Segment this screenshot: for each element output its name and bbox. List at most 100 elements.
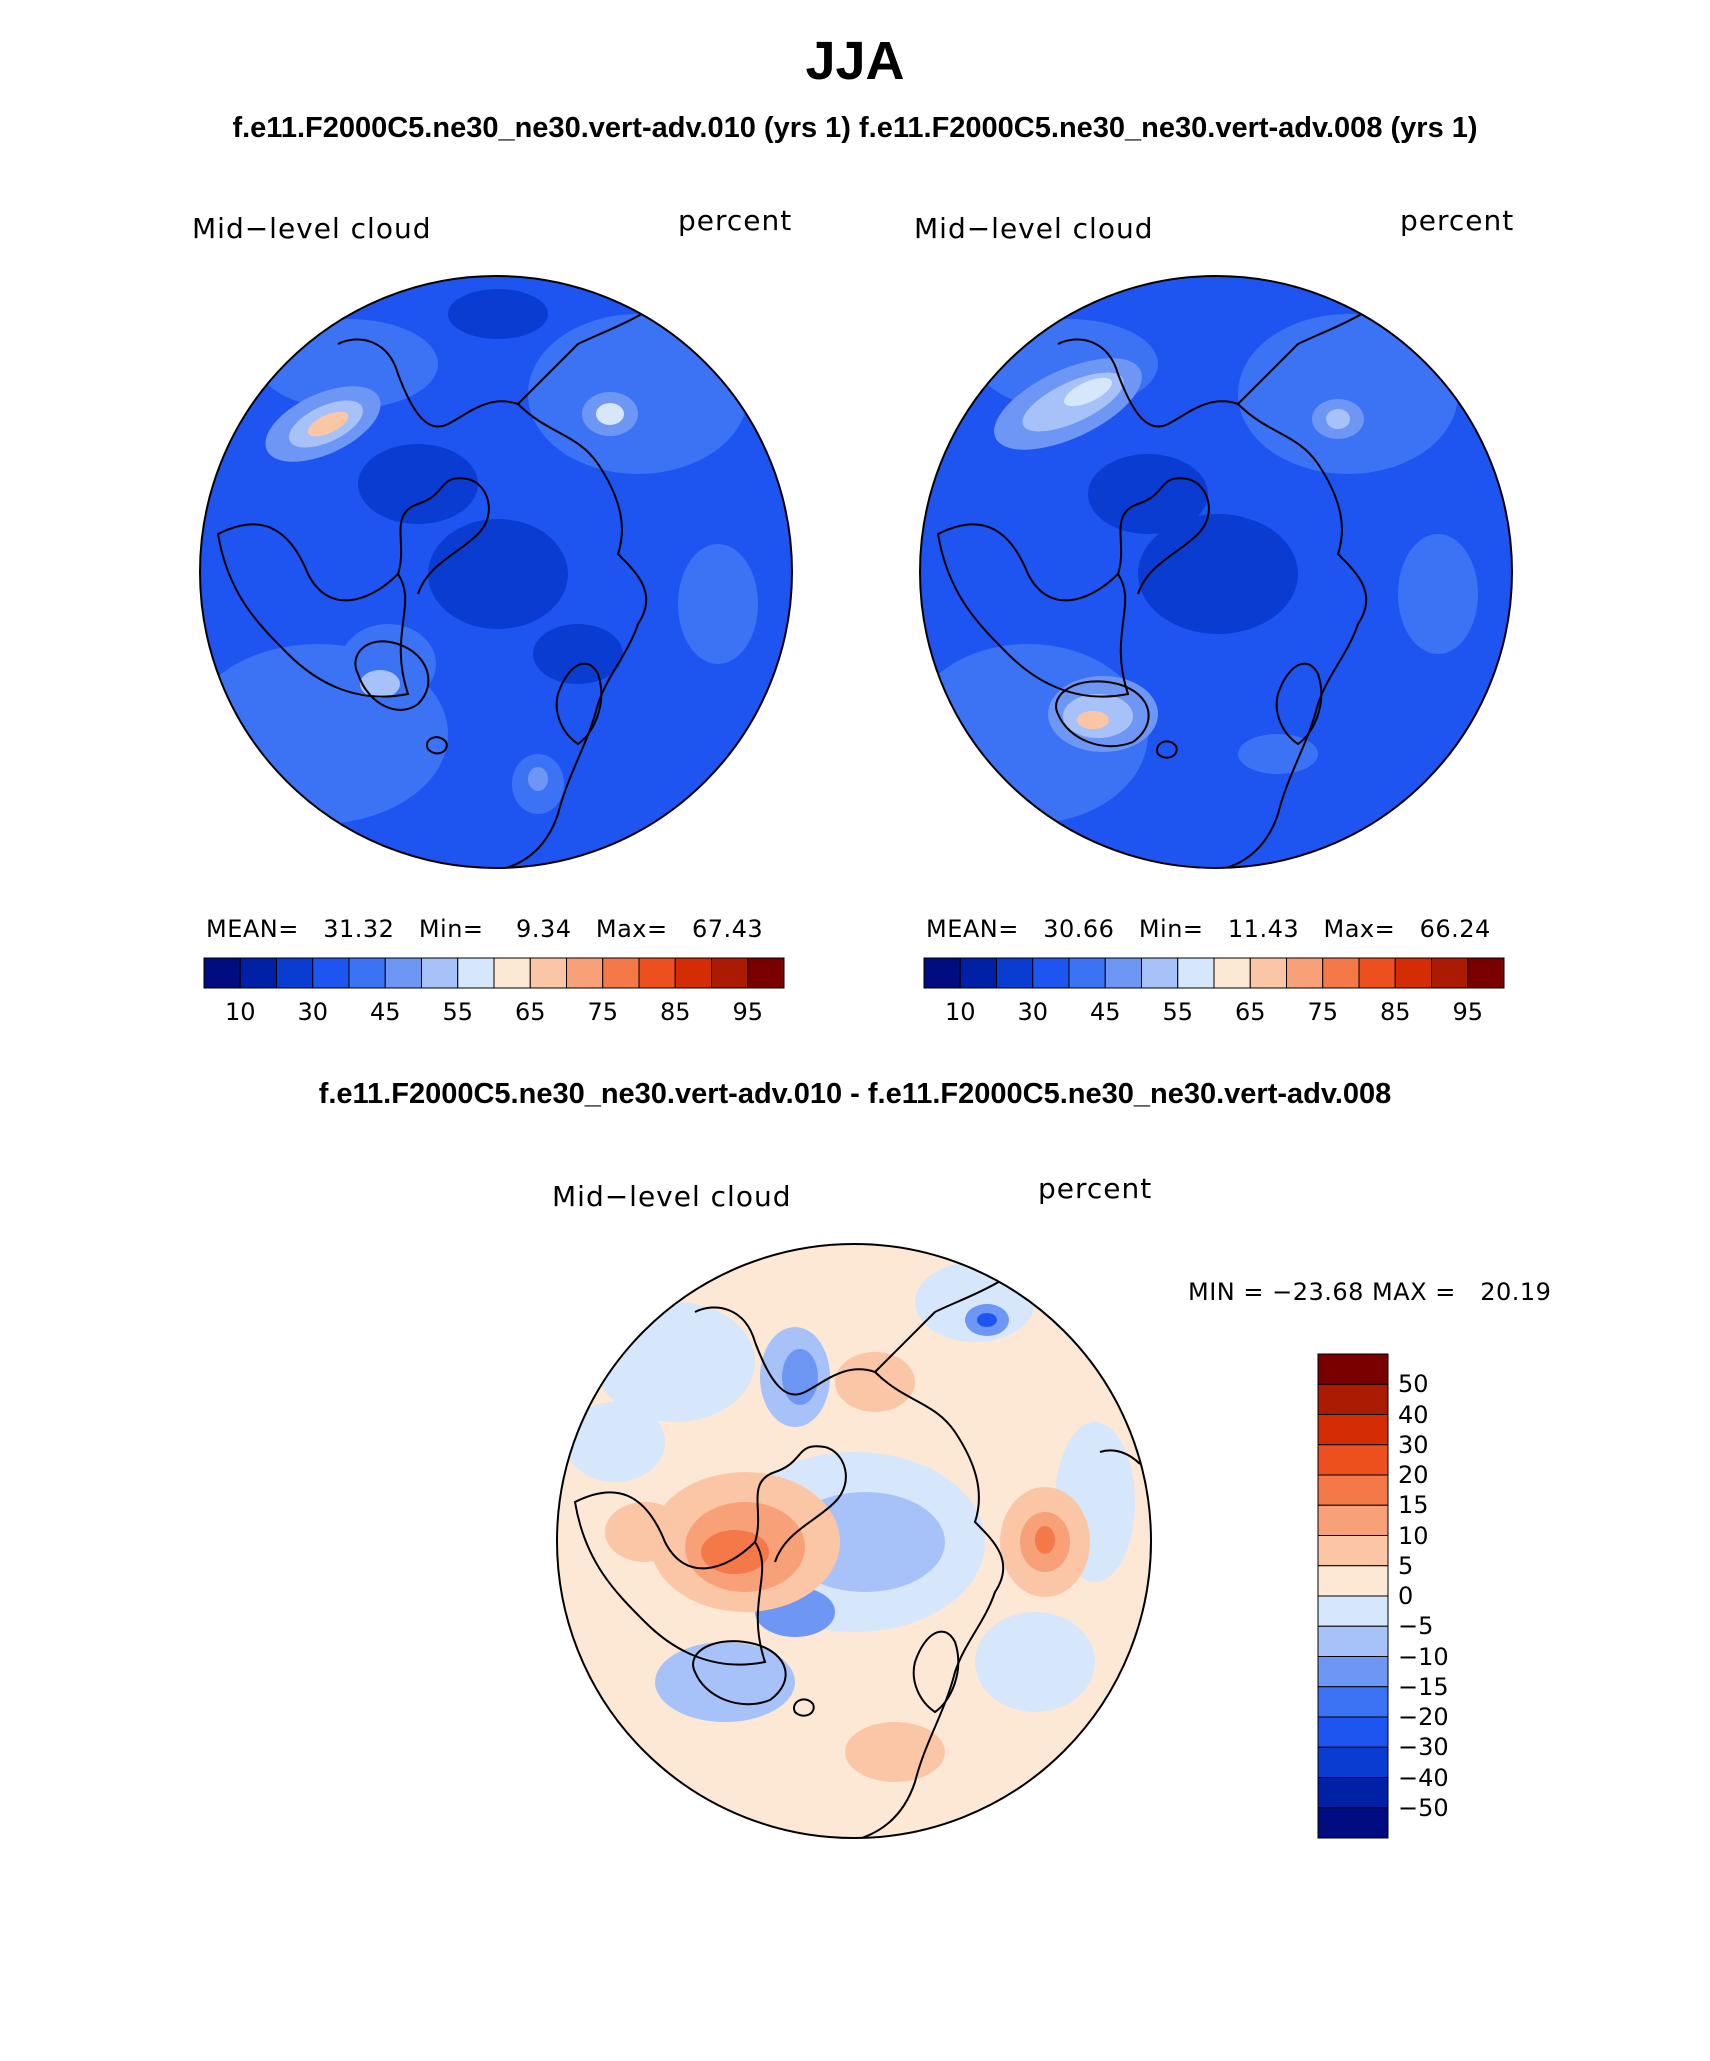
colorbar-tick-label: 85	[1379, 998, 1411, 1026]
colorbar-tick-label: 75	[587, 998, 619, 1026]
colorbar-tick-label: 45	[1089, 998, 1121, 1026]
colorbar-tick-label: −30	[1398, 1733, 1449, 1762]
panel2-polar-map	[919, 275, 1513, 869]
colorbar-box	[1317, 1777, 1389, 1809]
colorbar-box	[1068, 957, 1106, 989]
colorbar-box	[276, 957, 314, 989]
colorbar-tick-label: 55	[1162, 998, 1194, 1026]
diff-units-label: percent	[1038, 1172, 1153, 1205]
figure-title: JJA	[805, 31, 905, 91]
colorbar-tick-label: 30	[297, 998, 329, 1026]
panel1-field	[200, 276, 792, 868]
colorbar-tick-label: 45	[369, 998, 401, 1026]
colorbar-tick-label: 10	[224, 998, 256, 1026]
colorbar-box	[348, 957, 386, 989]
colorbar-box	[1317, 1686, 1389, 1718]
colorbar-box	[1317, 1595, 1389, 1627]
diff-min-max: MIN = −23.68 MAX = 20.19	[1188, 1278, 1552, 1306]
colorbar-box	[312, 957, 350, 989]
colorbar-tick-label: 85	[659, 998, 691, 1026]
colorbar-tick-label: −50	[1398, 1793, 1449, 1822]
colorbar-box	[203, 957, 241, 989]
colorbar-tick-label: 30	[1017, 998, 1049, 1026]
colorbar-box	[1286, 957, 1324, 989]
colorbar-box	[674, 957, 712, 989]
diff-variable-label: Mid−level cloud	[552, 1180, 792, 1213]
colorbar-box	[1358, 957, 1396, 989]
colorbar-box	[457, 957, 495, 989]
colorbar-tick-label: 40	[1398, 1400, 1429, 1429]
colorbar-box	[1249, 957, 1287, 989]
colorbar-box	[1213, 957, 1251, 989]
colorbar-box	[384, 957, 422, 989]
colorbar-box	[1141, 957, 1179, 989]
panel1-polar-map	[199, 275, 793, 869]
difference-title: f.e11.F2000C5.ne30_ne30.vert-adv.010 - f…	[318, 1078, 1392, 1110]
colorbar-box	[1317, 1504, 1389, 1536]
colorbar-tick-label: 65	[1234, 998, 1266, 1026]
colorbar-tick-label: 30	[1398, 1430, 1429, 1459]
colorbar-box	[1317, 1535, 1389, 1567]
colorbar-box	[1394, 957, 1432, 989]
colorbar-tick-label: −5	[1398, 1612, 1434, 1641]
diff-polar-map	[556, 1243, 1152, 1839]
colorbar-tick-label: −20	[1398, 1703, 1449, 1731]
colorbar-box	[996, 957, 1034, 989]
panel2-variable-label: Mid−level cloud	[914, 212, 1154, 245]
colorbar-box	[566, 957, 604, 989]
colorbar-tick-label: −15	[1398, 1672, 1449, 1701]
colorbar-box	[1104, 957, 1142, 989]
panel1-colorbar	[203, 957, 785, 989]
colorbar-box	[421, 957, 459, 989]
colorbar-tick-label: 5	[1398, 1551, 1414, 1580]
colorbar-tick-label: 55	[442, 998, 474, 1026]
colorbar-box	[1317, 1565, 1389, 1597]
colorbar-box	[1032, 957, 1070, 989]
colorbar-tick-label: −10	[1398, 1642, 1449, 1671]
colorbar-box	[1317, 1353, 1389, 1385]
colorbar-box	[1317, 1807, 1389, 1839]
colorbar-box	[638, 957, 676, 989]
colorbar-box	[602, 957, 640, 989]
panel2-field	[920, 276, 1512, 868]
panel2-units-label: percent	[1400, 204, 1515, 237]
colorbar-tick-label: 75	[1307, 998, 1339, 1026]
colorbar-box	[1317, 1383, 1389, 1415]
colorbar-tick-label: −40	[1398, 1763, 1449, 1792]
colorbar-tick-label: 95	[732, 998, 764, 1026]
colorbar-box	[959, 957, 997, 989]
colorbar-box	[747, 957, 785, 989]
colorbar-tick-label: 20	[1398, 1461, 1429, 1489]
colorbar-box	[1177, 957, 1215, 989]
panel1-stats: MEAN= 31.32 Min= 9.34 Max= 67.43	[206, 915, 764, 943]
panel2-stats: MEAN= 30.66 Min= 11.43 Max= 66.24	[926, 915, 1491, 943]
colorbar-box	[1317, 1444, 1389, 1476]
colorbar-box	[923, 957, 961, 989]
colorbar-box	[1317, 1414, 1389, 1446]
colorbar-tick-label: 10	[944, 998, 976, 1026]
colorbar-box	[529, 957, 567, 989]
colorbar-box	[1317, 1625, 1389, 1657]
colorbar-tick-label: 95	[1452, 998, 1484, 1026]
panel1-variable-label: Mid−level cloud	[192, 212, 432, 245]
colorbar-tick-label: 50	[1398, 1370, 1429, 1399]
colorbar-tick-label: 65	[514, 998, 546, 1026]
colorbar-box	[1317, 1656, 1389, 1688]
colorbar-box	[1317, 1474, 1389, 1506]
diff-colorbar	[1317, 1353, 1389, 1839]
colorbar-box	[239, 957, 277, 989]
panel2-colorbar	[923, 957, 1505, 989]
colorbar-box	[493, 957, 531, 989]
diff-field	[557, 1244, 1151, 1838]
panel1-units-label: percent	[678, 204, 793, 237]
colorbar-tick-label: 0	[1398, 1582, 1414, 1610]
colorbar-box	[1322, 957, 1360, 989]
colorbar-box	[711, 957, 749, 989]
figure-subtitle: f.e11.F2000C5.ne30_ne30.vert-adv.010 (yr…	[232, 112, 1478, 144]
colorbar-tick-label: 15	[1398, 1491, 1429, 1520]
colorbar-box	[1317, 1716, 1389, 1748]
colorbar-tick-label: 10	[1398, 1521, 1429, 1550]
colorbar-box	[1431, 957, 1469, 989]
colorbar-box	[1317, 1746, 1389, 1778]
colorbar-box	[1467, 957, 1505, 989]
